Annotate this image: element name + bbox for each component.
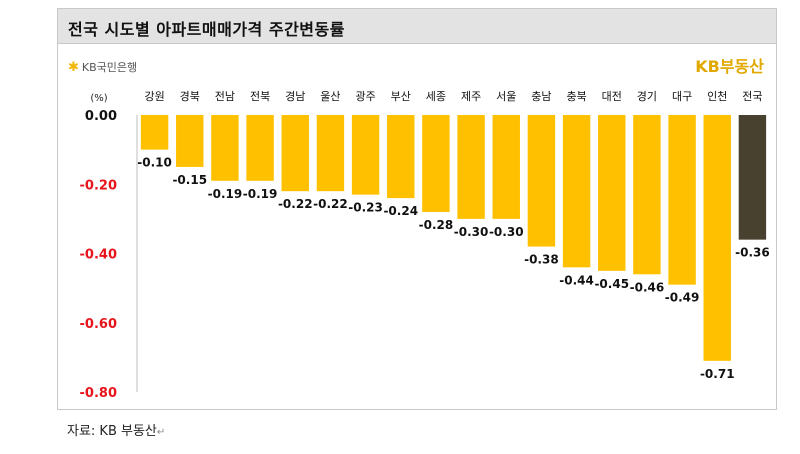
- bar-제주: [457, 115, 485, 219]
- value-label: -0.36: [735, 246, 770, 260]
- category-label: 경기: [637, 90, 657, 103]
- kb-bank-logo: ✱ KB국민은행: [68, 59, 137, 75]
- value-label: -0.71: [700, 367, 735, 381]
- y-axis: (%) 0.00 -0.20 -0.40 -0.60 -0.80: [80, 93, 138, 401]
- value-label: -0.22: [313, 197, 348, 211]
- value-label: -0.49: [665, 291, 700, 305]
- category-label: 전남: [215, 90, 235, 103]
- bar-충남: [527, 115, 556, 247]
- bar-세종: [422, 115, 450, 212]
- bar-부산: [387, 115, 415, 199]
- bar-전국: [738, 115, 767, 240]
- bar-전남: [211, 115, 239, 181]
- y-tick-label: -0.20: [80, 178, 117, 193]
- value-label: -0.22: [278, 197, 313, 211]
- value-labels: -0.10-0.15-0.19 -0.19-0.22 -0.22 -0.23 -0.24…: [137, 156, 769, 381]
- y-axis-unit: (%): [90, 93, 107, 104]
- bar-서울: [492, 115, 520, 219]
- source-note: 자료: KB 부동산: [67, 424, 157, 439]
- return-mark-icon: ↵: [156, 427, 166, 438]
- value-label: -0.28: [419, 218, 454, 232]
- value-label: -0.23: [348, 201, 383, 215]
- value-label: -0.46: [630, 280, 665, 294]
- category-label: 제주: [461, 90, 481, 103]
- chart-title: 전국 시도별 아파트매매가격 주간변동률: [68, 20, 345, 39]
- value-label: -0.45: [594, 277, 629, 291]
- y-tick-label: -0.80: [80, 386, 117, 401]
- y-tick-label: 0.00: [85, 109, 117, 124]
- value-label: -0.30: [454, 225, 489, 239]
- category-label: 대전: [602, 90, 622, 103]
- category-label: 인천: [707, 89, 727, 103]
- value-label: -0.38: [524, 253, 559, 267]
- category-label: 강원: [144, 90, 164, 103]
- y-tick-label: -0.60: [80, 317, 117, 332]
- value-label: -0.10: [137, 156, 172, 170]
- category-label: 광주: [355, 90, 375, 103]
- bar-강원: [140, 115, 169, 150]
- kb-bank-logo-text: KB국민은행: [81, 61, 138, 74]
- value-label: -0.19: [243, 187, 278, 201]
- category-label: 세종: [426, 90, 446, 103]
- category-labels: 강원 경북 전남 전북 경남 울산 광주 부산 세종 제주 서울 충남 충북 대전 경기 대구 인천 전국: [144, 89, 762, 103]
- kb-star-icon: ✱: [68, 59, 79, 75]
- bar-대구: [668, 115, 696, 285]
- title-bar: 전국 시도별 아파트매매가격 주간변동률: [58, 9, 776, 44]
- bar-전북: [246, 115, 274, 181]
- category-label: 전국: [742, 90, 762, 103]
- category-label: 경남: [285, 90, 305, 103]
- bar-인천: [703, 115, 731, 361]
- bar-경북: [176, 115, 204, 167]
- bar-광주: [351, 115, 380, 195]
- category-label: 서울: [496, 90, 516, 103]
- category-label: 울산: [320, 90, 340, 103]
- category-label: 충남: [531, 90, 551, 103]
- bar-대전: [598, 115, 626, 271]
- category-label: 부산: [391, 90, 411, 103]
- bar-울산: [316, 115, 345, 192]
- category-label: 전북: [250, 90, 270, 103]
- kb-brand-logo: KB부동산: [695, 57, 764, 76]
- value-label: -0.19: [208, 187, 243, 201]
- bar-경남: [281, 115, 309, 192]
- category-label: 충북: [566, 90, 586, 103]
- bars: [140, 115, 767, 361]
- value-label: -0.24: [383, 204, 418, 218]
- value-label: -0.15: [172, 173, 207, 187]
- category-label: 대구: [672, 90, 692, 103]
- value-label: -0.44: [559, 273, 594, 287]
- bar-경기: [633, 115, 661, 275]
- value-label: -0.30: [489, 225, 524, 239]
- bar-충북: [562, 115, 591, 268]
- category-label: 경북: [180, 90, 200, 103]
- y-tick-label: -0.40: [80, 248, 117, 263]
